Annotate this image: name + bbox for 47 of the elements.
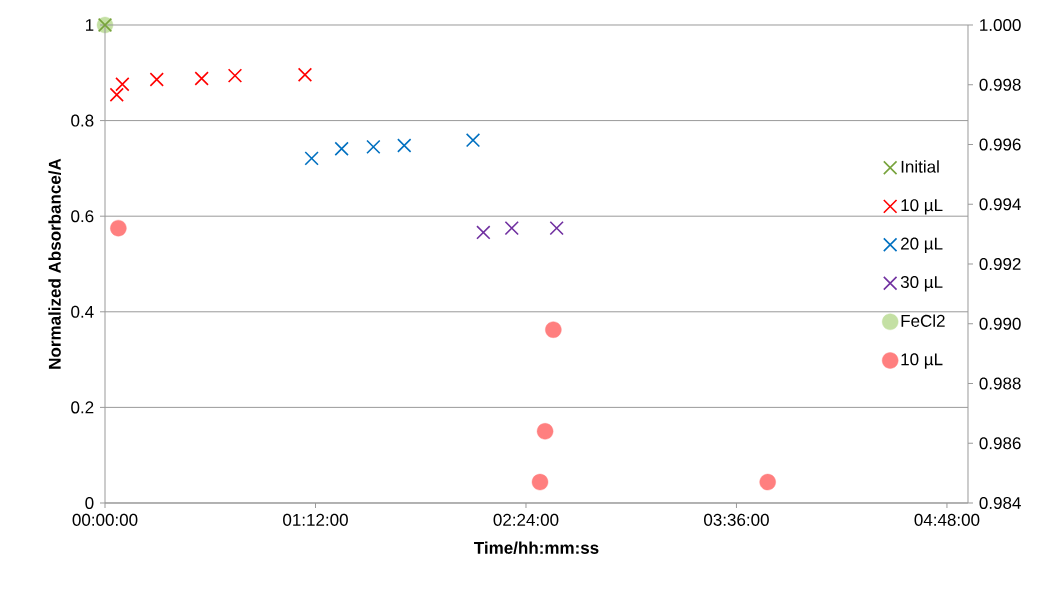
- point: [536, 423, 554, 440]
- y2-tick-label: 0.986: [979, 437, 1021, 450]
- x-tick-label: 00:00:00: [72, 513, 138, 526]
- y2-tick-label: 0.994: [979, 198, 1021, 211]
- y2-tick-label: 0.988: [979, 377, 1021, 390]
- point: [194, 71, 209, 86]
- y-tick-label: 0.6: [71, 210, 94, 223]
- point: [227, 68, 243, 83]
- legend-label: Initial: [901, 160, 939, 173]
- y-axis-title: Normalized Absorbance/A: [48, 158, 61, 369]
- point: [759, 473, 776, 491]
- x-tick-label: 01:12:00: [283, 513, 348, 526]
- point: [297, 67, 313, 82]
- point: [366, 139, 381, 155]
- point: [304, 151, 319, 166]
- y-tick-label: 0.2: [71, 401, 94, 414]
- point: [531, 473, 549, 491]
- legend-label: 20 µL: [901, 237, 943, 253]
- legend-label: 10 µL: [901, 353, 943, 369]
- y2-tick-label: 0.996: [979, 138, 1021, 151]
- x-tick-label: 02:24:00: [493, 513, 559, 526]
- point: [109, 87, 124, 102]
- y2-tick-label: 0.992: [979, 257, 1021, 271]
- y2-tick-label: 0.998: [979, 78, 1021, 91]
- point: [476, 225, 491, 240]
- y-tick-label: 0: [85, 496, 94, 510]
- point: [549, 220, 564, 236]
- point: [334, 141, 349, 156]
- x-tick-label: 03:36:00: [704, 513, 769, 526]
- y-tick-label: 0.4: [71, 305, 94, 318]
- legend-label: 10 µL: [901, 199, 943, 215]
- y-tick-label: 1: [85, 19, 94, 31]
- point: [115, 77, 130, 92]
- x-axis-title: Time/hh:mm:ss: [474, 541, 599, 555]
- point: [545, 321, 562, 338]
- y2-tick-label: 0.990: [979, 317, 1021, 330]
- point: [465, 133, 481, 148]
- legend-label: FeCl2: [901, 314, 945, 327]
- y2-tick-label: 1.000: [980, 18, 1021, 32]
- y-tick-label: 0.8: [71, 114, 94, 127]
- legend-label: 30 µL: [900, 275, 943, 292]
- y2-tick-label: 0.984: [979, 496, 1021, 510]
- point: [149, 72, 164, 87]
- x-tick-label: 04:48:00: [914, 513, 980, 526]
- point: [397, 138, 412, 153]
- point: [504, 220, 519, 236]
- point: [110, 219, 127, 237]
